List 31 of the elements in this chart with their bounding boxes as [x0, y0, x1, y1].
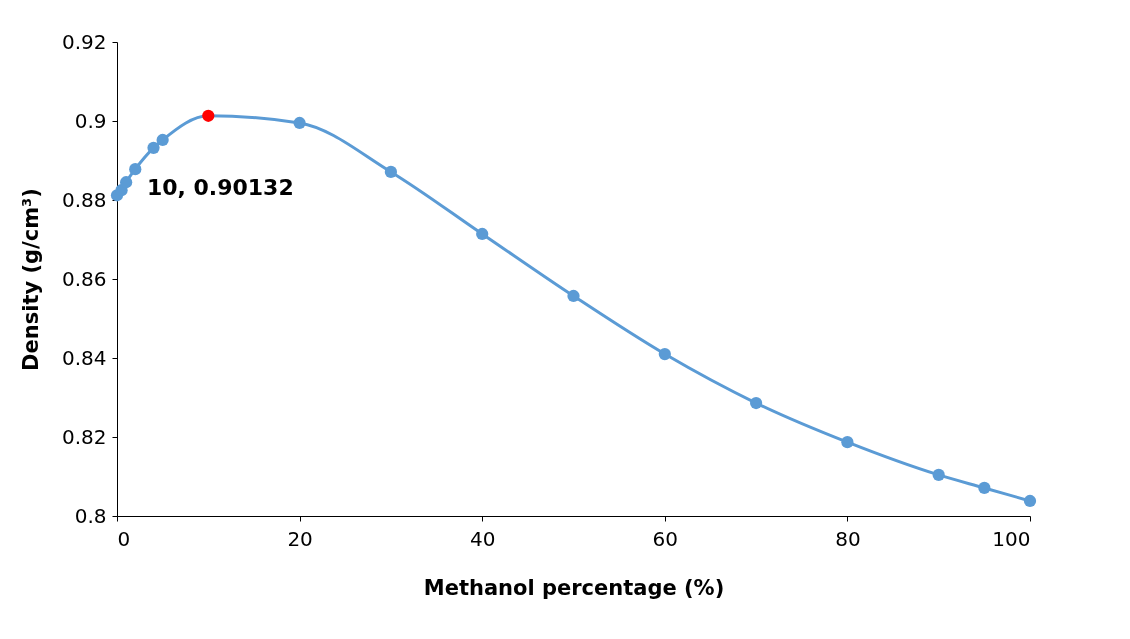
y-tick-label: 0.8: [74, 503, 107, 528]
x-tick-label: 80: [835, 526, 861, 551]
point: [749, 396, 763, 410]
point: [658, 347, 671, 361]
y-tick-label: 0.92: [61, 29, 107, 54]
point: [476, 227, 489, 241]
point: [932, 468, 945, 482]
x-tick-label: 100: [992, 526, 1031, 551]
x-tick-label: 40: [469, 526, 496, 551]
annotation: 10, 0.90132: [146, 174, 294, 200]
point: [202, 109, 215, 122]
point: [129, 163, 142, 176]
point: [567, 289, 580, 303]
point: [978, 481, 991, 495]
point: [841, 436, 854, 449]
y-tick-label: 0.9: [74, 108, 107, 133]
x-tick-label: 0: [117, 526, 131, 551]
x-axis-title: Methanol percentage (%): [423, 575, 725, 600]
y-tick-label: 0.86: [61, 266, 107, 291]
point: [147, 141, 160, 154]
point: [293, 116, 306, 130]
point: [1023, 494, 1037, 508]
point: [120, 176, 133, 189]
point: [156, 133, 169, 147]
point: [384, 165, 398, 179]
y-tick-label: 0.82: [61, 424, 107, 449]
y-axis-title: Density (g/cm³): [18, 188, 43, 371]
x-tick-label: 20: [287, 526, 313, 551]
y-tick-label: 0.84: [61, 345, 107, 370]
x-tick-label: 60: [652, 526, 679, 551]
y-tick-label: 0.88: [61, 187, 107, 212]
